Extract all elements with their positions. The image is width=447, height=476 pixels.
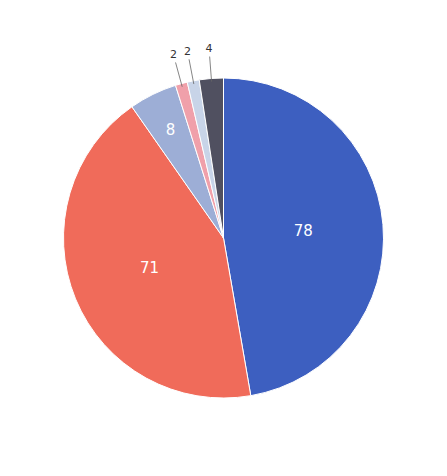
data-label: 71 (140, 259, 159, 277)
data-labels: 78 71 8 22 4 (140, 42, 313, 277)
leader-line (210, 57, 212, 82)
pie-slice (224, 78, 384, 396)
chart: 78 71 8 22 4 (0, 0, 447, 476)
data-label: 78 (294, 222, 313, 240)
pie-slice (199, 78, 223, 238)
leader-line (176, 62, 183, 86)
data-label: 2 (170, 48, 177, 61)
data-label: 4 (206, 42, 213, 55)
data-label: 8 (166, 121, 176, 139)
leader-line (189, 59, 194, 84)
data-label: 2 (184, 45, 191, 58)
pie (63, 78, 383, 398)
